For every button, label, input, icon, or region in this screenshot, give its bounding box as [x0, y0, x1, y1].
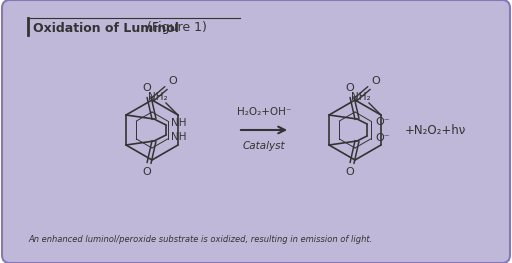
Text: O: O — [143, 167, 152, 177]
Text: +N₂O₂+hν: +N₂O₂+hν — [405, 124, 466, 136]
Text: NH: NH — [171, 132, 186, 142]
Text: An enhanced luminol/peroxide substrate is oxidized, resulting in emission of lig: An enhanced luminol/peroxide substrate i… — [28, 235, 372, 245]
Text: O: O — [168, 76, 177, 86]
Text: O: O — [372, 76, 380, 86]
Text: O⁻: O⁻ — [375, 133, 390, 143]
Text: H₂O₂+OH⁻: H₂O₂+OH⁻ — [237, 107, 291, 117]
Text: NH₂: NH₂ — [351, 92, 371, 102]
Text: O: O — [143, 83, 152, 93]
Text: O⁻: O⁻ — [375, 117, 390, 127]
Text: (Figure 1): (Figure 1) — [143, 22, 207, 34]
Text: Catalyst: Catalyst — [243, 141, 285, 151]
Text: NH₂: NH₂ — [148, 92, 168, 102]
Text: NH: NH — [171, 118, 186, 128]
Text: Oxidation of Luminol: Oxidation of Luminol — [33, 22, 179, 34]
Text: O: O — [346, 167, 354, 177]
Text: O: O — [346, 83, 354, 93]
